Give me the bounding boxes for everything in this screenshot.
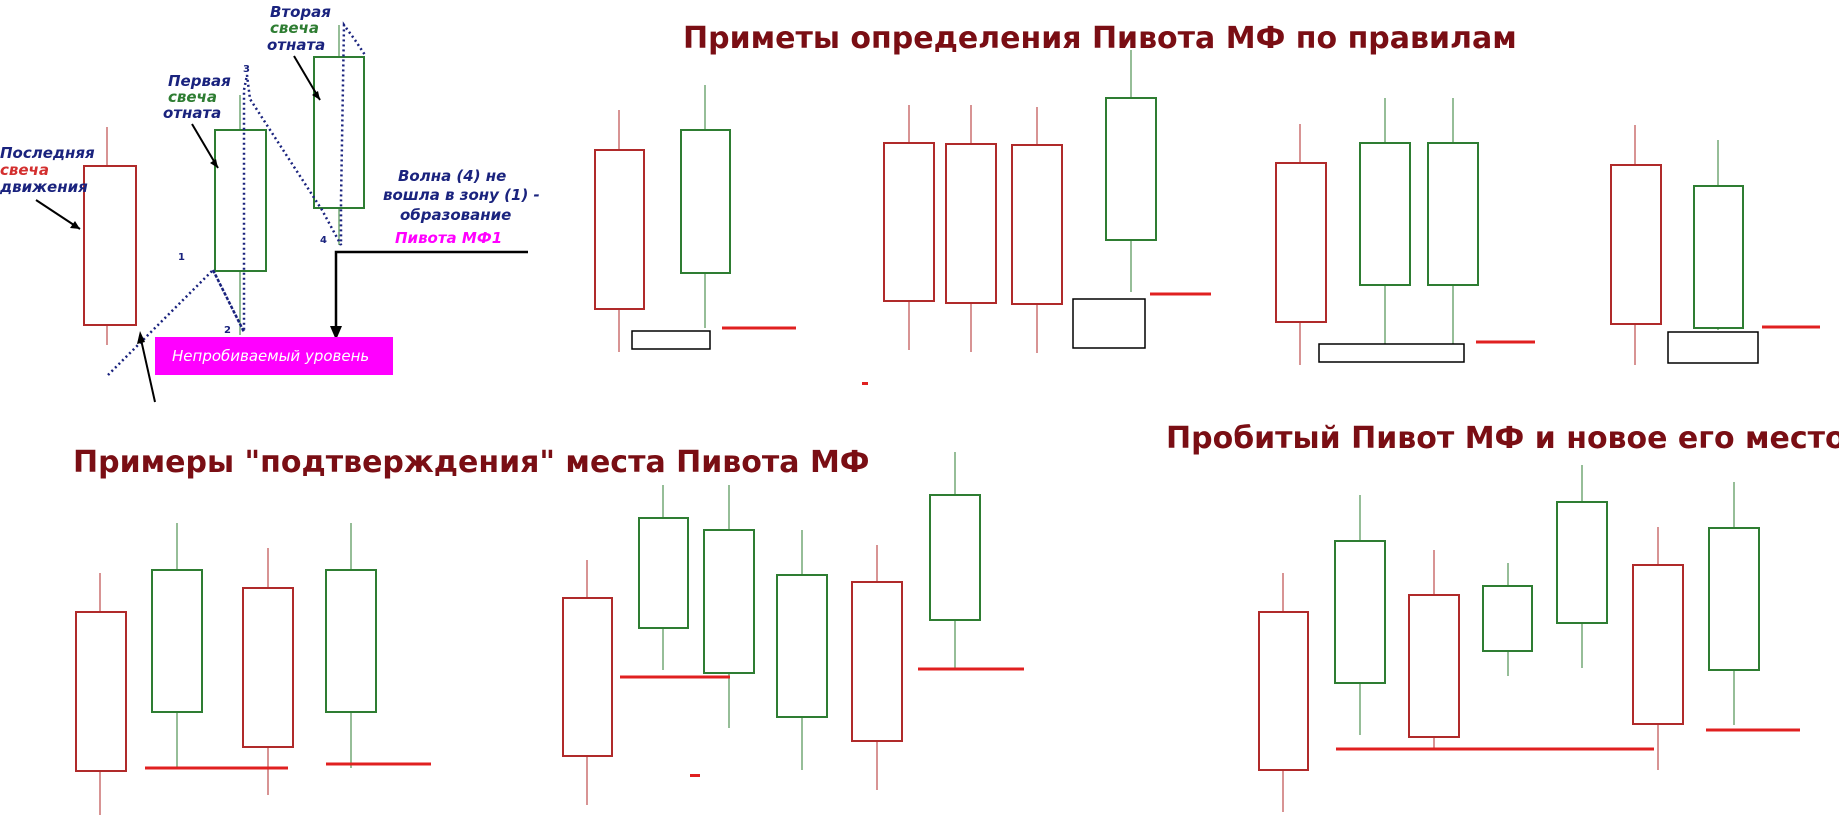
- wave-number-1: 1: [178, 252, 185, 263]
- candle-bull: [638, 517, 689, 629]
- annotation-wave-1: Волна (4) не: [398, 167, 506, 185]
- annotation-first-pullback-2: свеча: [168, 88, 217, 106]
- wave-number-4: 4: [320, 235, 327, 246]
- candle-bull: [1427, 142, 1479, 286]
- level-mark: [862, 382, 868, 385]
- candle-bull: [1105, 97, 1157, 241]
- annotation-wave-2: вошла в зону (1) -: [383, 186, 540, 204]
- candle-bear: [1632, 564, 1684, 725]
- candle-bear: [1258, 611, 1309, 771]
- arrow-head: [137, 331, 145, 344]
- candle-bull: [1708, 527, 1760, 671]
- heading-broken: Пробитый Пивот МФ и новое его место: [1166, 421, 1839, 456]
- annotation-pivot-label: Пивота МФ1: [395, 229, 502, 247]
- candle-bear: [1011, 144, 1063, 305]
- wave-number-2: 2: [224, 325, 231, 336]
- arrow-head: [70, 221, 80, 229]
- heading-confirm: Примеры "подтверждения" места Пивота МФ: [73, 445, 870, 480]
- candle-bear: [851, 581, 903, 742]
- candle-bull: [1359, 142, 1411, 286]
- candle-bull: [1693, 185, 1744, 329]
- annotation-last-candle-1: Последняя: [0, 144, 95, 162]
- annotation-wave-3: образование: [400, 206, 511, 224]
- candle-bull: [703, 529, 755, 674]
- candle-bull: [1482, 585, 1533, 652]
- wave-path: [107, 21, 367, 376]
- wave-number-3: 3: [243, 64, 250, 75]
- arrow-head: [330, 326, 342, 340]
- heading-rules: Приметы определения Пивота МФ по правила…: [683, 21, 1517, 56]
- candle-bull: [680, 129, 731, 274]
- candle-bear: [594, 149, 645, 310]
- pivot-zone-box: [1667, 331, 1759, 364]
- candle-bear: [883, 142, 935, 302]
- panel-rules-3: [1275, 98, 1535, 365]
- wave-path: [211, 269, 246, 333]
- candle-bear: [562, 597, 613, 757]
- panel-rules-1: [594, 85, 796, 352]
- candle-bull: [776, 574, 828, 718]
- candle-last-move: [83, 165, 137, 326]
- arrow-head: [312, 91, 320, 100]
- candle-first-pullback: [214, 129, 267, 272]
- candle-bull: [1334, 540, 1386, 684]
- candle-bear: [1408, 594, 1460, 738]
- pivot-zone-box: [1318, 343, 1465, 363]
- candle-bull: [929, 494, 981, 621]
- annotation-second-pullback-2: свеча: [270, 19, 319, 37]
- panel-confirm-1: [75, 523, 431, 815]
- candle-bear: [242, 587, 294, 748]
- panel-rules-4: [1610, 125, 1820, 365]
- unbreakable-level-zone: [155, 337, 393, 375]
- candle-bull: [325, 569, 377, 713]
- candle-bear: [75, 611, 127, 772]
- candle-second-pullback: [313, 56, 365, 209]
- arrow-last-candle: [35, 199, 81, 230]
- annotation-last-candle-2: свеча: [0, 161, 49, 179]
- candle-bear: [1275, 162, 1327, 323]
- panel-explanation: 1 2 3 4 Последняя свеча движения Первая …: [0, 3, 540, 403]
- annotation-last-candle-3: движения: [0, 178, 88, 196]
- candle-bear: [1610, 164, 1662, 325]
- arrow-head: [210, 159, 218, 168]
- annotation-second-pullback-1: Вторая: [270, 3, 331, 21]
- level-mark: [690, 774, 700, 777]
- annotation-first-pullback-3: отната: [163, 104, 221, 122]
- candle-bull: [151, 569, 203, 713]
- candle-bear: [945, 143, 997, 304]
- zone-label: Непробиваемый уровень: [172, 347, 369, 365]
- annotation-first-pullback-1: Первая: [168, 72, 231, 90]
- candle-bull: [1556, 501, 1608, 624]
- annotation-second-pullback-3: отната: [267, 36, 325, 54]
- pointer-to-zone: [334, 250, 528, 336]
- panel-broken: [1258, 465, 1800, 812]
- arrow-to-wave: [139, 334, 156, 403]
- panel-confirm-2: [562, 452, 1024, 805]
- pivot-zone-box: [631, 330, 711, 350]
- panel-rules-2: [862, 50, 1211, 385]
- pivot-zone-box: [1072, 298, 1146, 349]
